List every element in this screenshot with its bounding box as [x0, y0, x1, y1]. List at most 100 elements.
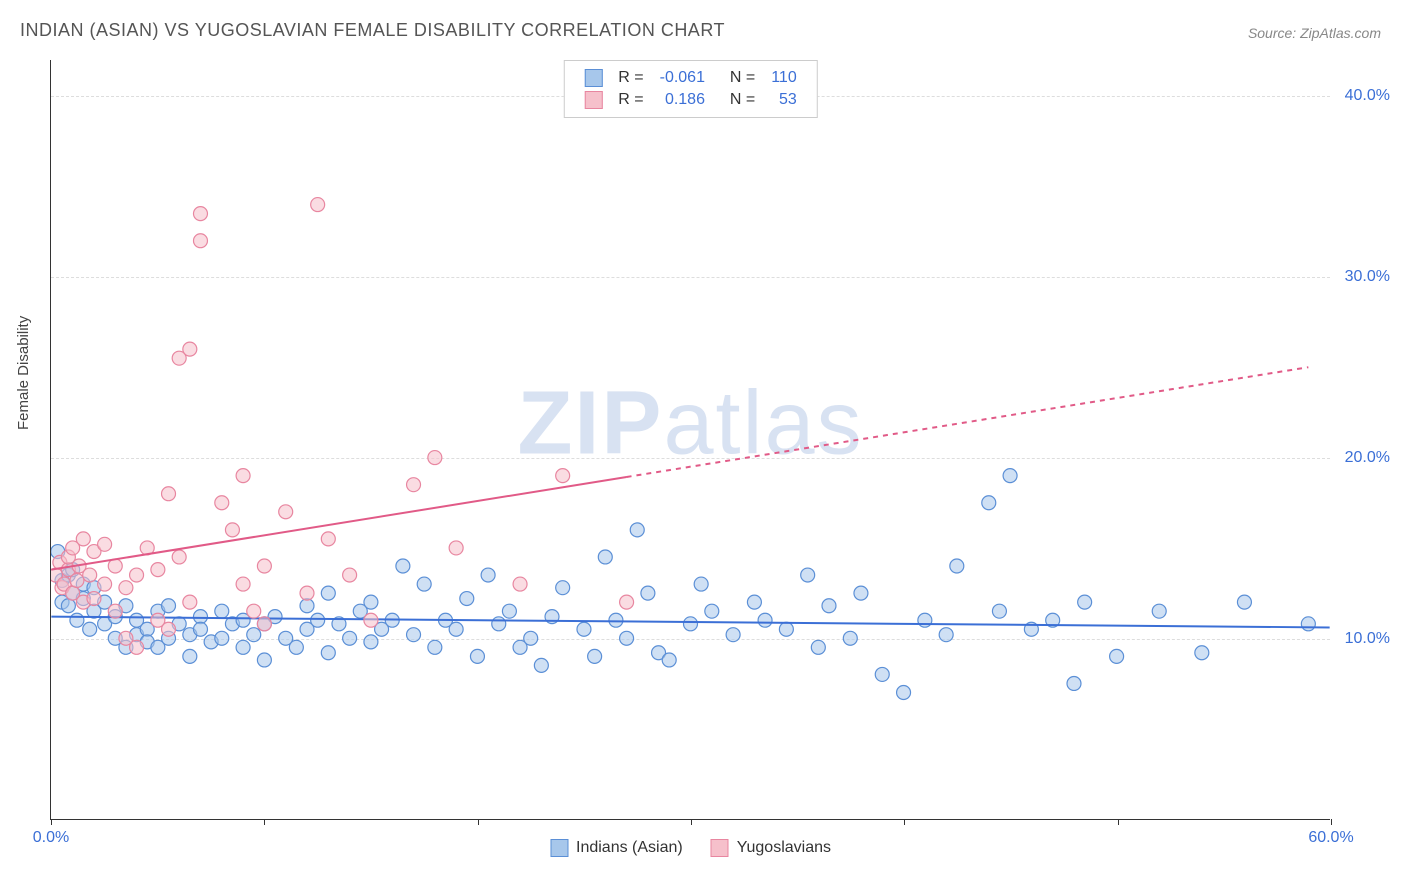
data-point-indians [897, 686, 911, 700]
data-point-yugoslavians [247, 604, 261, 618]
data-point-yugoslavians [87, 592, 101, 606]
chart-source: Source: ZipAtlas.com [1248, 25, 1381, 41]
data-point-indians [236, 613, 250, 627]
data-point-indians [545, 610, 559, 624]
data-point-yugoslavians [215, 496, 229, 510]
legend-row-yugoslavians: R = 0.186 N = 53 [576, 89, 804, 111]
x-tick [478, 819, 479, 825]
data-point-yugoslavians [183, 595, 197, 609]
data-point-indians [193, 622, 207, 636]
data-point-indians [332, 617, 346, 631]
data-point-indians [385, 613, 399, 627]
data-point-yugoslavians [108, 604, 122, 618]
data-point-yugoslavians [72, 559, 86, 573]
data-point-indians [289, 640, 303, 654]
n-label: N = [713, 89, 763, 111]
r-label: R = [610, 89, 651, 111]
swatch-indians [584, 69, 602, 87]
legend-item: Yugoslavians [711, 839, 831, 857]
data-point-indians [1110, 649, 1124, 663]
data-point-yugoslavians [76, 532, 90, 546]
data-point-indians [66, 586, 80, 600]
data-point-indians [300, 622, 314, 636]
data-point-indians [70, 613, 84, 627]
data-point-yugoslavians [55, 581, 69, 595]
data-point-yugoslavians [98, 577, 112, 591]
data-point-indians [598, 550, 612, 564]
data-point-indians [98, 595, 112, 609]
data-point-indians [87, 604, 101, 618]
data-point-indians [162, 599, 176, 613]
data-point-indians [1152, 604, 1166, 618]
data-point-indians [1003, 469, 1017, 483]
data-point-indians [556, 581, 570, 595]
legend-row-indians: R = -0.061 N = 110 [576, 67, 804, 89]
data-point-indians [460, 592, 474, 606]
data-point-indians [364, 595, 378, 609]
data-point-yugoslavians [300, 586, 314, 600]
data-point-yugoslavians [343, 568, 357, 582]
data-point-yugoslavians [162, 487, 176, 501]
data-point-indians [119, 599, 133, 613]
data-point-indians [641, 586, 655, 600]
y-tick-label: 20.0% [1345, 449, 1390, 467]
data-point-indians [684, 617, 698, 631]
data-point-yugoslavians [87, 545, 101, 559]
data-point-yugoslavians [83, 568, 97, 582]
x-tick [1118, 819, 1119, 825]
data-point-indians [140, 622, 154, 636]
r-label: R = [610, 67, 651, 89]
data-point-indians [215, 604, 229, 618]
x-tick [51, 819, 52, 825]
data-point-indians [130, 613, 144, 627]
data-point-indians [225, 617, 239, 631]
data-point-indians [982, 496, 996, 510]
data-point-yugoslavians [172, 351, 186, 365]
data-point-indians [76, 592, 90, 606]
legend-label: Yugoslavians [737, 839, 831, 857]
data-point-indians [822, 599, 836, 613]
data-point-yugoslavians [151, 613, 165, 627]
data-point-indians [694, 577, 708, 591]
data-point-indians [396, 559, 410, 573]
gridline [51, 639, 1330, 640]
data-point-yugoslavians [279, 505, 293, 519]
data-point-indians [87, 581, 101, 595]
data-point-indians [172, 617, 186, 631]
data-point-yugoslavians [51, 568, 63, 582]
watermark: ZIPatlas [517, 373, 863, 476]
y-tick-label: 30.0% [1345, 268, 1390, 286]
data-point-indians [98, 617, 112, 631]
data-point-indians [428, 640, 442, 654]
data-point-yugoslavians [257, 617, 271, 631]
data-point-indians [481, 568, 495, 582]
data-point-indians [257, 617, 271, 631]
data-point-indians [108, 610, 122, 624]
data-point-yugoslavians [66, 586, 80, 600]
data-point-indians [747, 595, 761, 609]
data-point-indians [1195, 646, 1209, 660]
data-point-yugoslavians [162, 622, 176, 636]
legend-item: Indians (Asian) [550, 839, 683, 857]
data-point-indians [513, 640, 527, 654]
data-point-indians [502, 604, 516, 618]
r-value-yugoslavians: 0.186 [652, 89, 713, 111]
data-point-yugoslavians [321, 532, 335, 546]
data-point-yugoslavians [449, 541, 463, 555]
data-point-indians [140, 635, 154, 649]
legend-swatch [711, 839, 729, 857]
data-point-indians [193, 610, 207, 624]
data-point-yugoslavians [311, 198, 325, 212]
data-point-indians [51, 545, 65, 559]
x-tick [691, 819, 692, 825]
data-point-indians [61, 599, 75, 613]
data-point-indians [854, 586, 868, 600]
data-point-yugoslavians [61, 563, 75, 577]
data-point-yugoslavians [225, 523, 239, 537]
data-point-yugoslavians [620, 595, 634, 609]
data-point-indians [918, 613, 932, 627]
data-point-yugoslavians [76, 595, 90, 609]
data-point-yugoslavians [236, 577, 250, 591]
data-point-indians [811, 640, 825, 654]
data-point-yugoslavians [151, 563, 165, 577]
